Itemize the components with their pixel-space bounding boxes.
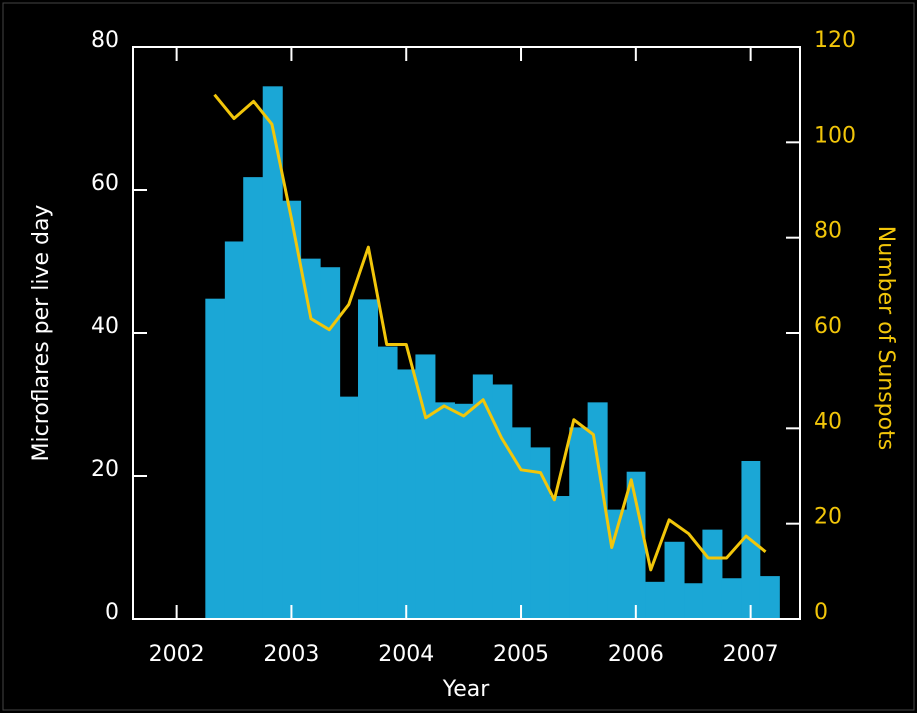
- y2-tick-label: 80: [814, 219, 842, 244]
- bar: [434, 402, 455, 619]
- bar: [530, 447, 551, 619]
- bar: [587, 402, 608, 619]
- x-tick-label: 2002: [149, 642, 205, 667]
- bar: [454, 403, 474, 619]
- x-tick-label: 2003: [263, 642, 319, 667]
- bar: [397, 369, 416, 619]
- x-tick-label: 2006: [608, 642, 664, 667]
- y-tick-label: 60: [91, 171, 119, 196]
- x-tick-label: 2005: [493, 642, 549, 667]
- y2-tick-label: 0: [814, 600, 828, 625]
- bar: [243, 177, 264, 619]
- bar: [569, 427, 589, 619]
- x-axis-label: Year: [442, 677, 491, 702]
- y-tick-label: 0: [105, 600, 119, 625]
- bar: [472, 374, 493, 619]
- y2-tick-label: 20: [814, 505, 842, 530]
- x-tick-label: 2007: [723, 642, 779, 667]
- y2-tick-label: 120: [814, 28, 856, 53]
- bar: [205, 298, 226, 619]
- bar: [702, 529, 723, 619]
- bar: [358, 299, 379, 619]
- bar: [684, 583, 703, 619]
- bar: [759, 576, 780, 619]
- bar: [224, 241, 244, 620]
- bar: [300, 258, 321, 619]
- bar: [511, 427, 531, 619]
- bar: [415, 354, 436, 619]
- bar: [492, 384, 513, 619]
- bar: [262, 86, 283, 619]
- y-tick-label: 20: [91, 457, 119, 482]
- bar: [664, 541, 685, 619]
- bar: [549, 496, 570, 619]
- bar: [339, 396, 359, 619]
- bar: [626, 471, 646, 619]
- y2-tick-label: 40: [814, 409, 842, 434]
- bar: [721, 578, 742, 619]
- y-tick-label: 40: [91, 314, 119, 339]
- y2-axis-label: Number of Sunspots: [873, 226, 898, 450]
- x-tick-label: 2004: [378, 642, 434, 667]
- sunspot-line: [213, 93, 767, 572]
- y2-tick-label: 100: [814, 123, 856, 148]
- bar: [607, 509, 628, 619]
- bar: [320, 267, 341, 619]
- y-tick-label: 80: [91, 28, 119, 53]
- y2-tick-label: 60: [814, 314, 842, 339]
- bar: [645, 581, 666, 619]
- bar: [282, 200, 302, 619]
- bar: [377, 346, 398, 619]
- y-axis-label: Microflares per live day: [29, 205, 54, 462]
